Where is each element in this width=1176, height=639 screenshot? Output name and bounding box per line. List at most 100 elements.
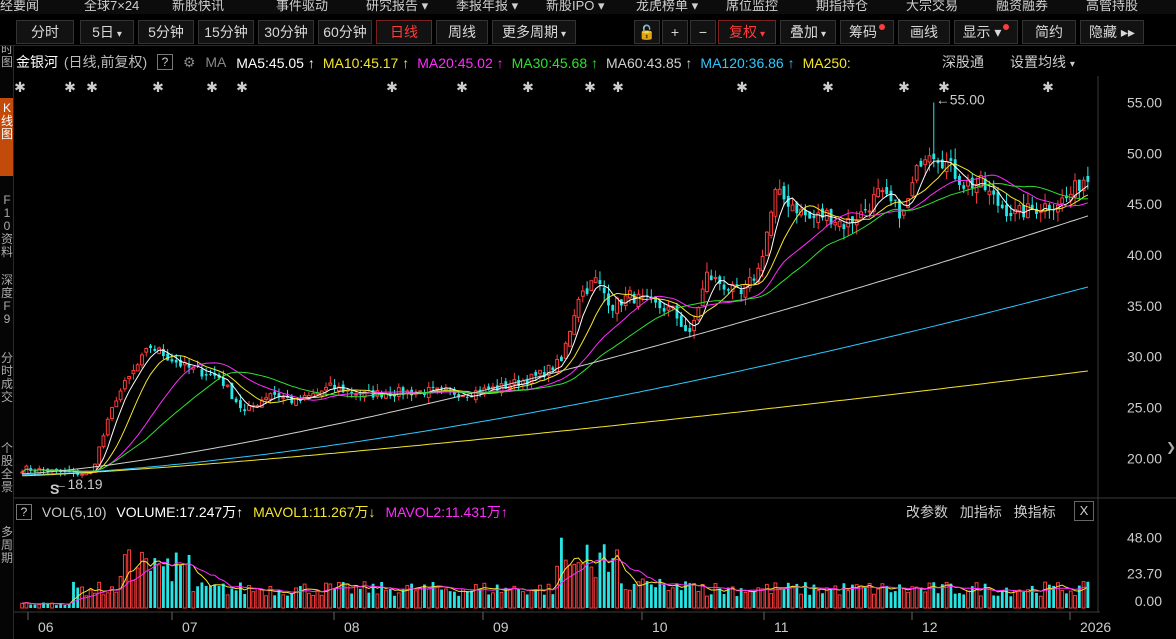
candle-body bbox=[1022, 205, 1026, 218]
settings-gear-icon[interactable]: ⚙ bbox=[182, 53, 196, 70]
volume-bar bbox=[495, 584, 499, 608]
volume-bar bbox=[867, 582, 872, 609]
volume-bar bbox=[80, 586, 84, 609]
daily-button[interactable]: 日线 bbox=[376, 20, 432, 44]
ma60-line bbox=[22, 215, 1089, 475]
volume-bar bbox=[649, 584, 653, 608]
fenshi-button[interactable]: 分时 bbox=[16, 20, 74, 44]
candle-body bbox=[885, 187, 889, 195]
candle-body bbox=[953, 159, 957, 179]
zoom-in-icon[interactable]: + bbox=[662, 20, 688, 44]
volume-bar bbox=[114, 591, 119, 609]
vol-help-icon[interactable]: ? bbox=[16, 504, 32, 520]
top-menu-item-0[interactable]: 经要闻 bbox=[0, 0, 40, 13]
weekly-button[interactable]: 周线 bbox=[436, 20, 488, 44]
candle-body bbox=[705, 271, 709, 293]
help-icon[interactable]: ? bbox=[157, 54, 173, 70]
candle-body bbox=[1047, 204, 1051, 210]
min15-button[interactable]: 15分钟 bbox=[198, 20, 254, 44]
top-menu-item-3[interactable]: 事件驱动 bbox=[276, 0, 329, 13]
price-tick-label: 20.00 bbox=[1127, 450, 1162, 466]
volume-bar bbox=[593, 577, 598, 609]
top-menu-item-10[interactable]: 大宗交易 bbox=[906, 0, 959, 13]
volume-bar bbox=[170, 581, 174, 608]
candle-body bbox=[179, 359, 182, 367]
vol-actions: 改参数 加指标 换指标 bbox=[906, 502, 1064, 522]
candle-body bbox=[932, 153, 936, 160]
volume-bar bbox=[679, 590, 683, 608]
candle-body bbox=[747, 276, 752, 289]
volume-bar bbox=[713, 583, 718, 609]
price-tick-label: 30.00 bbox=[1127, 349, 1162, 365]
candle-body bbox=[512, 379, 517, 385]
candle-body bbox=[914, 165, 919, 181]
candle-body bbox=[135, 364, 140, 372]
min5-button[interactable]: 5分钟 bbox=[138, 20, 194, 44]
draw-button[interactable]: 画线 bbox=[898, 20, 950, 44]
candle-body bbox=[401, 387, 405, 395]
zoom-out-icon[interactable]: − bbox=[690, 20, 716, 44]
volume-bar bbox=[97, 581, 102, 609]
candle-body bbox=[435, 387, 440, 390]
chips-button[interactable]: 筹码 bbox=[840, 20, 894, 44]
candle-body bbox=[585, 288, 589, 294]
five-day-button[interactable]: 5日 bbox=[80, 20, 134, 44]
volume-bar bbox=[144, 558, 149, 609]
lock-icon[interactable]: 🔓 bbox=[634, 20, 660, 44]
volume-bar bbox=[705, 595, 709, 609]
top-menu-item-6[interactable]: 新股IPO ▾ bbox=[546, 0, 605, 13]
top-menu-item-9[interactable]: 期指持仓 bbox=[816, 0, 869, 13]
volume-bar bbox=[499, 591, 504, 609]
left-nav-item-4[interactable]: 分时成交 bbox=[0, 351, 13, 404]
candle-body bbox=[696, 307, 701, 321]
display-dropdown[interactable]: 显示 ▾ bbox=[954, 20, 1018, 44]
top-menu-item-2[interactable]: 新股快讯 bbox=[172, 0, 225, 13]
candle-body bbox=[174, 360, 178, 363]
volume-bar bbox=[962, 594, 966, 608]
close-volume-icon[interactable]: X bbox=[1074, 501, 1094, 521]
switch-indicator-button[interactable]: 换指标 bbox=[1013, 504, 1056, 520]
volume-bar bbox=[992, 595, 996, 608]
simple-button[interactable]: 简约 bbox=[1022, 20, 1076, 44]
top-menu-item-11[interactable]: 融资融券 bbox=[996, 0, 1049, 13]
adjust-dropdown[interactable]: 复权 bbox=[718, 20, 776, 44]
vol-mavol1: MAVOL1:11.267万 bbox=[253, 504, 369, 520]
top-menu-item-4[interactable]: 研究报告 ▾ bbox=[366, 0, 429, 13]
right-collapse-icon[interactable]: ❯ bbox=[1166, 440, 1176, 454]
top-menu-item-12[interactable]: 高管持股 bbox=[1086, 0, 1139, 13]
top-menu-item-1[interactable]: 全球7×24 bbox=[84, 0, 140, 13]
add-indicator-button[interactable]: 加指标 bbox=[959, 504, 1002, 520]
candle-body bbox=[709, 275, 713, 281]
hide-button[interactable]: 隐藏 ▸▸ bbox=[1080, 20, 1144, 44]
more-periods-button[interactable]: 更多周期 bbox=[492, 20, 576, 44]
volume-bar bbox=[473, 584, 478, 609]
change-params-button[interactable]: 改参数 bbox=[906, 504, 948, 520]
volume-bar bbox=[1047, 584, 1051, 608]
overlay-dropdown[interactable]: 叠加 bbox=[780, 20, 836, 44]
candle-body bbox=[987, 190, 992, 196]
top-menu-item-5[interactable]: 季报年报 ▾ bbox=[456, 0, 519, 13]
volume-bar bbox=[623, 589, 628, 609]
volume-bar bbox=[1077, 585, 1081, 608]
top-menu-item-8[interactable]: 席位监控 bbox=[726, 0, 779, 13]
top-menu-item-7[interactable]: 龙虎榜单 ▾ bbox=[636, 0, 699, 13]
candle-body bbox=[966, 180, 970, 187]
candle-body bbox=[615, 297, 619, 314]
set-ma-button[interactable]: 设置均线 bbox=[1010, 54, 1066, 70]
volume-bar bbox=[692, 583, 697, 609]
min60-button[interactable]: 60分钟 bbox=[318, 20, 372, 44]
candle-body bbox=[889, 190, 893, 202]
volume-bar bbox=[743, 591, 748, 609]
candle-body bbox=[598, 280, 602, 285]
min30-button[interactable]: 30分钟 bbox=[258, 20, 314, 44]
candle-body bbox=[354, 393, 358, 396]
left-nav-item-6[interactable]: 多周期 bbox=[0, 525, 13, 565]
hsgt-label: 深股通 bbox=[938, 52, 988, 72]
left-nav-item-5[interactable]: 个股全景 bbox=[0, 441, 13, 494]
volume-bar bbox=[709, 594, 713, 608]
volume-bar bbox=[876, 588, 881, 609]
